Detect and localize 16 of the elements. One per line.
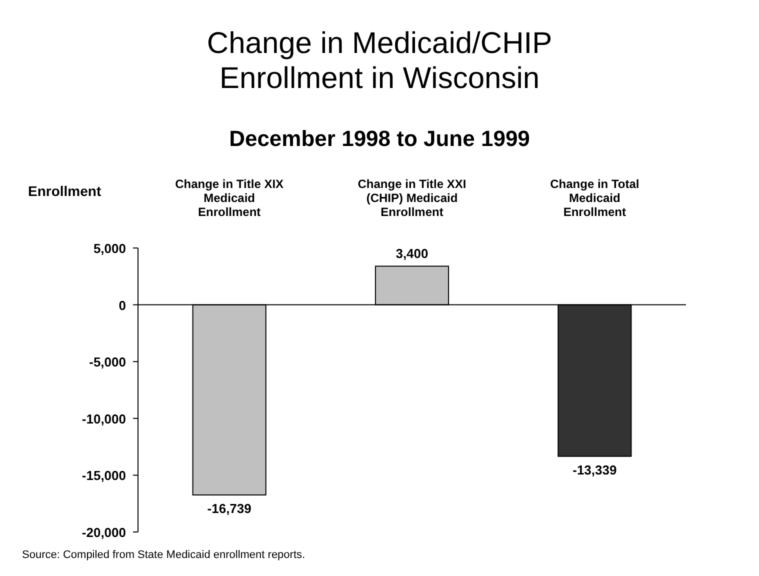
data-label: -16,739 [207,500,252,516]
x-tick-label: Change in Total Medicaid Enrollment [550,177,640,219]
y-tick-label: -5,000 [89,354,126,370]
y-tick-label: -15,000 [82,468,126,484]
data-label: 3,400 [396,246,428,262]
y-tick-label: 0 [118,298,126,313]
x-tick-label: Change in Title XIX Medicaid Enrollment [175,177,284,219]
y-tick-label: -10,000 [82,411,126,426]
y-axis-title: Enrollment [28,183,102,199]
x-tick-label: Change in Title XXI (CHIP) Medicaid Enrollment [358,177,466,219]
data-label: -13,339 [572,462,617,478]
y-tick-label: -20,000 [82,525,126,540]
chart-subtitle: December 1998 to June 1999 [229,126,530,151]
source-note: Source: Compiled from State Medicaid enrollment reports. [22,549,306,561]
y-tick-label: 5,000 [93,241,126,256]
chart-title: Change in Medicaid/CHIP Enrollment in Wisconsin [206,27,552,95]
